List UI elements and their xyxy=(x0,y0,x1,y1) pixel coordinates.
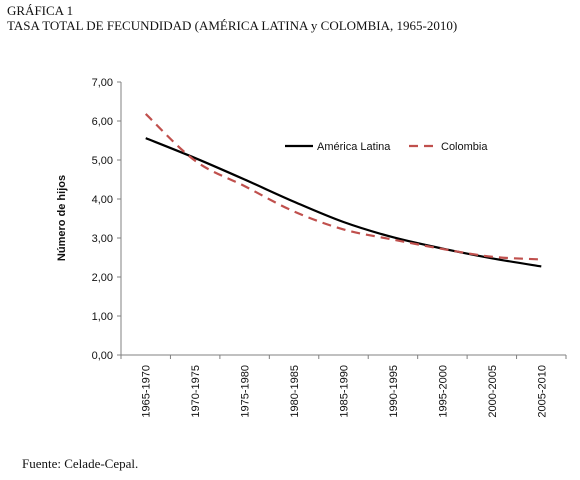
line-chart: 0,00 1,00 2,00 3,00 4,00 5,00 6,00 7,00 1965-19… xyxy=(56,77,567,418)
chart-series xyxy=(144,113,542,268)
figure-header: GRÁFICA 1 TASA TOTAL DE FECUNDIDAD (AMÉR… xyxy=(7,4,457,34)
y-tick-label: 4,00 xyxy=(92,194,113,206)
x-tick-label: 2005-2010 xyxy=(536,365,548,418)
legend-label: América Latina xyxy=(317,141,391,153)
x-tick-label: 1965-1970 xyxy=(141,365,153,418)
y-tick-label: 5,00 xyxy=(92,155,113,167)
legend-label: Colombia xyxy=(441,141,488,153)
y-tick-label: 2,00 xyxy=(92,272,113,284)
x-tick-label: 2000-2005 xyxy=(487,365,499,418)
x-tick-label: 1970-1975 xyxy=(190,365,202,418)
x-tick-label: 1995-2000 xyxy=(437,365,449,418)
y-tick-label: 0,00 xyxy=(92,350,113,362)
series-line xyxy=(145,137,542,268)
series-line xyxy=(144,113,542,261)
y-axis-label: Número de hijos xyxy=(56,175,68,261)
x-tick-label: 1980-1985 xyxy=(289,365,301,418)
figure-source: Fuente: Celade-Cepal. xyxy=(22,456,139,471)
y-tick-label: 1,00 xyxy=(92,311,113,323)
figure-number: GRÁFICA 1 xyxy=(7,3,74,18)
y-tick-label: 6,00 xyxy=(92,116,113,128)
x-tick-labels: 1965-1970 1970-1975 1975-1980 1980-1985 1985… xyxy=(141,365,549,418)
y-tick-labels: 0,00 1,00 2,00 3,00 4,00 5,00 6,00 7,00 xyxy=(92,77,113,362)
y-tick-label: 7,00 xyxy=(92,77,113,89)
y-tick-label: 3,00 xyxy=(92,233,113,245)
x-tick-label: 1985-1990 xyxy=(339,365,351,418)
x-tick-label: 1990-1995 xyxy=(388,365,400,418)
chart-axes xyxy=(117,81,567,359)
chart-legend: América Latina Colombia xyxy=(285,141,488,153)
figure-title: TASA TOTAL DE FECUNDIDAD (AMÉRICA LATINA… xyxy=(7,18,458,33)
x-tick-label: 1975-1980 xyxy=(240,365,252,418)
